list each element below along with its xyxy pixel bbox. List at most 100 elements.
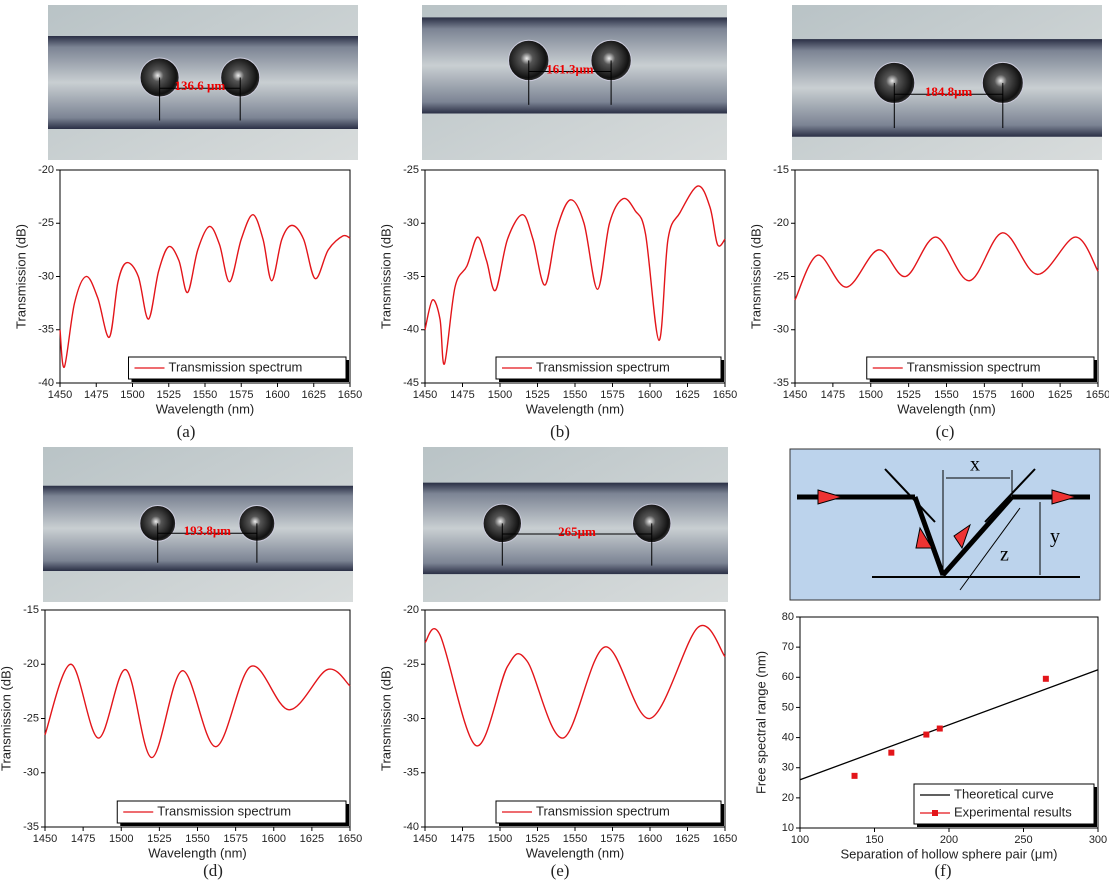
data-point — [851, 772, 858, 779]
x-tick-label: 1500 — [488, 389, 512, 401]
x-tick-label: 1650 — [338, 389, 362, 401]
diagram: x y z — [789, 448, 1101, 601]
x-tick-label: 1575 — [223, 833, 247, 845]
spectrum-line — [59, 214, 351, 368]
data-point — [888, 749, 895, 756]
x-tick-label: 1450 — [33, 833, 57, 845]
x-tick-label: 1550 — [185, 833, 209, 845]
plot-frame — [44, 609, 351, 828]
x-tick-label: 150 — [865, 834, 883, 846]
x-tick-label: 1475 — [84, 389, 108, 401]
x-tick-label: 1450 — [783, 389, 807, 401]
y-tick-label: -20 — [38, 164, 54, 176]
y-axis-label: Transmission (dB) — [13, 224, 28, 329]
separation-label: 184.8μm — [925, 84, 973, 99]
x-tick-label: 1550 — [563, 833, 587, 845]
y-tick-label: 40 — [782, 731, 794, 743]
x-tick-label: 1525 — [157, 389, 181, 401]
x-tick-label: 1475 — [71, 833, 95, 845]
x-tick-label: 1625 — [300, 833, 324, 845]
x-tick-label: 1450 — [413, 833, 437, 845]
x-tick-label: 1650 — [338, 833, 362, 845]
legend-label: Transmission spectrum — [169, 359, 303, 374]
x-tick-label: 1500 — [488, 833, 512, 845]
diagram-label: y — [1050, 526, 1060, 548]
spectrum-line — [424, 624, 726, 747]
x-tick-label: 1525 — [525, 833, 549, 845]
y-tick-label: -40 — [38, 377, 54, 389]
x-tick-label: 1450 — [413, 389, 437, 401]
panel-label: (a) — [177, 422, 196, 441]
photo: 184.8μm — [792, 5, 1102, 160]
x-tick-label: 300 — [1089, 834, 1107, 846]
legend — [866, 356, 1095, 380]
panel-label: (f) — [935, 861, 952, 880]
separation-label: 136.6 μm — [175, 78, 226, 93]
legend-label: Theoretical curve — [954, 786, 1054, 801]
photo: 265μm — [423, 447, 728, 602]
x-axis-label: Wavelength (nm) — [526, 845, 625, 860]
y-tick-label: 30 — [782, 762, 794, 774]
y-axis-label: Transmission (dB) — [748, 224, 763, 329]
y-tick-label: -25 — [23, 712, 39, 724]
legend-marker — [932, 810, 938, 816]
panel-label: (c) — [936, 422, 955, 441]
y-tick-label: 10 — [782, 822, 794, 834]
y-axis-label: Transmission (dB) — [378, 666, 393, 771]
x-tick-label: 1475 — [821, 389, 845, 401]
x-tick-label: 1625 — [302, 389, 326, 401]
y-tick-label: -20 — [403, 604, 419, 616]
x-tick-label: 1525 — [896, 389, 920, 401]
legend-label: Transmission spectrum — [907, 359, 1041, 374]
panel-label: (d) — [203, 861, 223, 880]
separation-label: 265μm — [558, 524, 596, 539]
plot-frame — [59, 169, 351, 384]
x-tick-label: 1550 — [193, 389, 217, 401]
y-tick-label: -30 — [38, 270, 54, 282]
y-tick-label: -15 — [23, 604, 39, 616]
plot-frame — [794, 169, 1099, 384]
x-axis-label: Wavelength (nm) — [156, 401, 255, 416]
y-tick-label: -30 — [403, 217, 419, 229]
separation-label: 161.3μm — [546, 62, 594, 77]
x-tick-label: 1475 — [450, 389, 474, 401]
x-tick-label: 1650 — [1086, 389, 1109, 401]
photo: 193.8μm — [43, 447, 353, 602]
y-tick-label: -20 — [23, 658, 39, 670]
y-tick-label: -40 — [403, 324, 419, 336]
y-tick-label: 60 — [782, 671, 794, 683]
diagram-label: x — [970, 454, 980, 476]
y-tick-label: -45 — [403, 377, 419, 389]
x-tick-label: 1500 — [859, 389, 883, 401]
x-tick-label: 1650 — [713, 833, 737, 845]
x-axis-label: Wavelength (nm) — [148, 845, 247, 860]
y-tick-label: -25 — [773, 270, 789, 282]
x-tick-label: 1475 — [450, 833, 474, 845]
theory-line — [799, 669, 1099, 781]
y-tick-label: -15 — [773, 164, 789, 176]
y-tick-label: -35 — [23, 821, 39, 833]
legend — [913, 783, 1095, 825]
y-tick-label: -30 — [23, 767, 39, 779]
x-tick-label: 200 — [940, 834, 958, 846]
x-tick-label: 1550 — [934, 389, 958, 401]
x-tick-label: 1500 — [109, 833, 133, 845]
x-tick-label: 1600 — [1010, 389, 1034, 401]
panel-label: (b) — [550, 422, 570, 441]
x-tick-label: 100 — [791, 834, 809, 846]
x-tick-label: 1650 — [713, 389, 737, 401]
x-tick-label: 1600 — [265, 389, 289, 401]
panel-label: (e) — [551, 861, 570, 880]
y-tick-label: 20 — [782, 792, 794, 804]
data-point — [1042, 675, 1049, 682]
legend — [116, 800, 347, 824]
data-point — [936, 725, 943, 732]
y-tick-label: 80 — [782, 611, 794, 623]
y-tick-label: -30 — [403, 712, 419, 724]
x-tick-label: 1525 — [525, 389, 549, 401]
legend — [495, 356, 722, 380]
y-tick-label: -30 — [773, 324, 789, 336]
x-tick-label: 1450 — [48, 389, 72, 401]
x-tick-label: 1600 — [638, 833, 662, 845]
